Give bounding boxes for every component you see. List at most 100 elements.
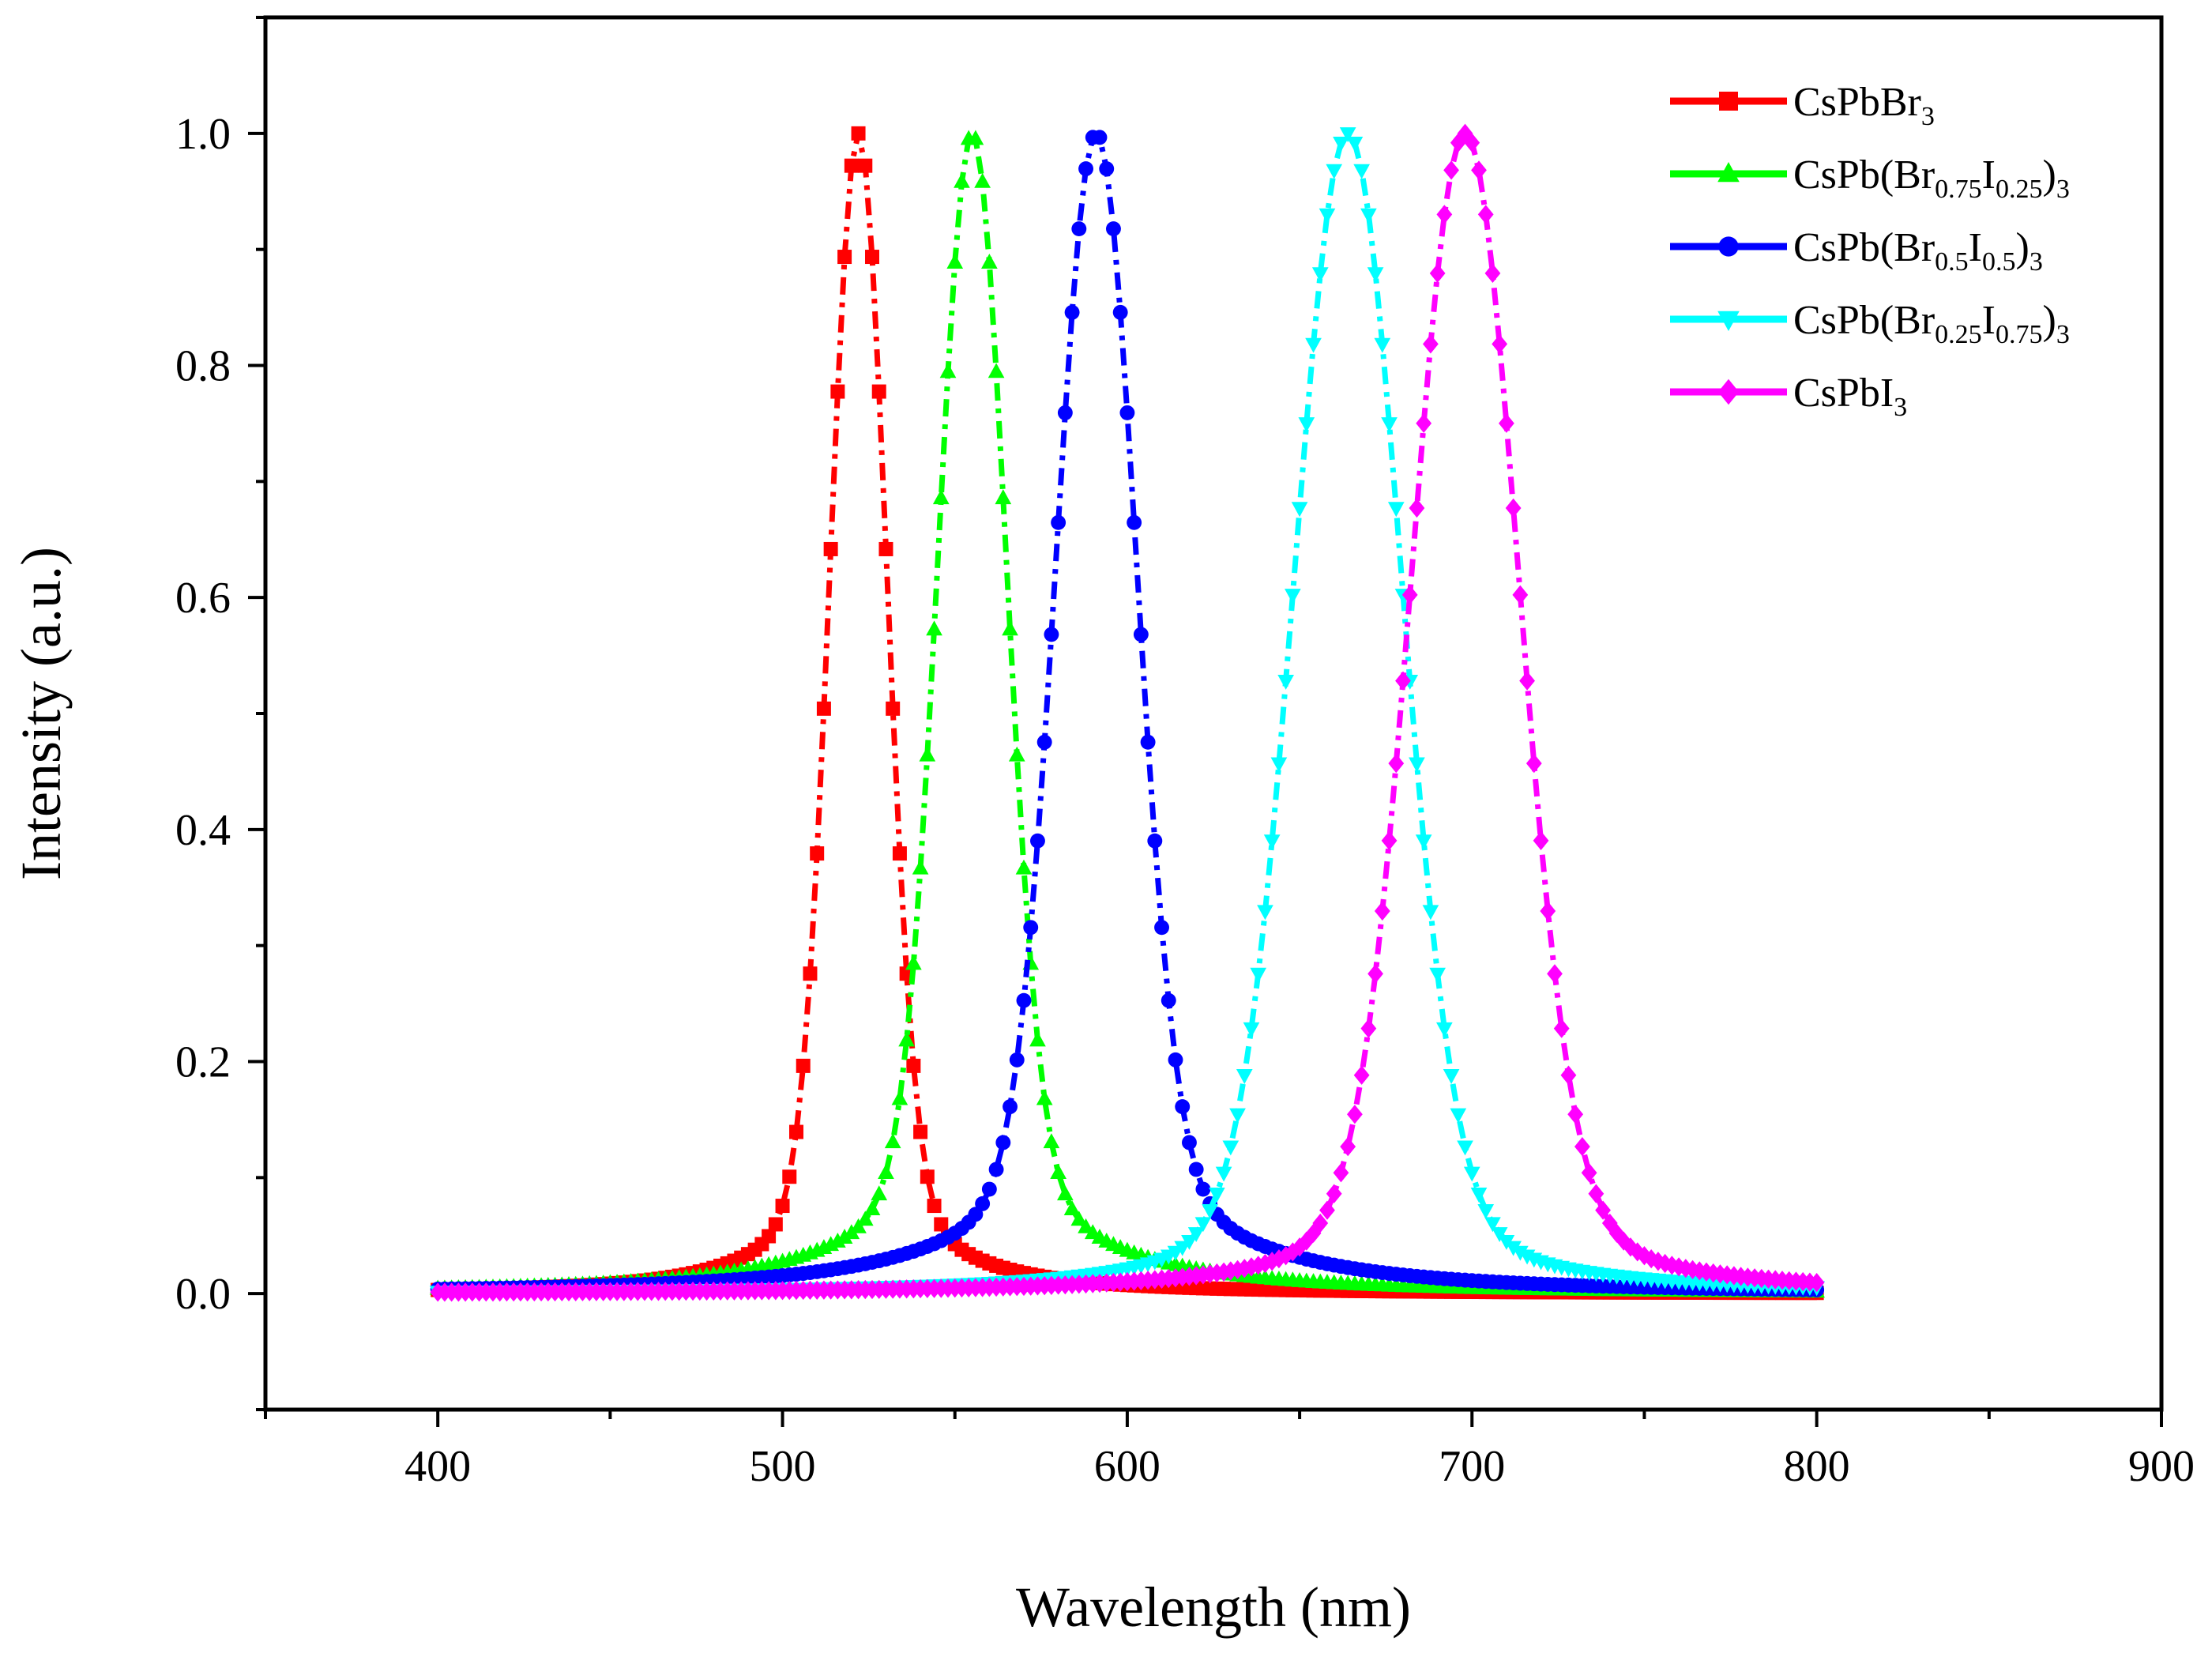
data-point [1209,1188,1225,1203]
data-point [1588,1184,1604,1203]
data-point [934,1217,949,1232]
data-point [1036,1090,1053,1105]
data-point [995,489,1012,505]
data-point [1092,130,1108,145]
x-axis-title: Wavelength (nm) [1016,1576,1411,1639]
data-point [1367,267,1384,283]
legend-item: CsPb(Br0.75I0.25)3 [1670,152,2070,204]
legend-label: CsPbI3 [1793,371,1907,422]
data-point [1009,1052,1025,1067]
data-point [1512,585,1529,604]
data-point [1470,1188,1488,1203]
y-tick-label: 1.0 [175,110,231,159]
data-point [871,1185,888,1201]
data-point [939,363,957,378]
data-point [1664,1256,1680,1275]
data-point [1333,136,1349,152]
data-point [863,1200,881,1216]
data-point [1381,417,1398,433]
data-point [1339,127,1356,143]
data-point [1499,413,1514,433]
data-point [1505,498,1522,518]
data-point [1409,498,1425,518]
data-point [920,1169,935,1184]
y-axis-title: Intensity (a.u.) [9,547,73,880]
data-point [1643,1248,1660,1269]
data-point [1629,1242,1646,1262]
data-point [1326,1184,1342,1203]
data-point [1003,1099,1018,1115]
data-point [906,1058,921,1073]
legend-marker [1719,92,1738,111]
legend-label: CsPb(Br0.5I0.5)3 [1793,225,2043,277]
data-point [995,1135,1011,1150]
data-point [836,1229,853,1244]
data-point [1416,413,1432,433]
data-point [932,489,950,505]
x-tick-label: 700 [1439,1442,1505,1491]
data-point [1477,205,1494,224]
data-point [1187,1227,1205,1242]
data-point [1243,1022,1260,1037]
data-point [1099,161,1115,177]
data-point [1250,967,1267,983]
legend-label: CsPb(Br0.75I0.25)3 [1793,152,2070,204]
data-point [1340,1136,1356,1157]
data-point [1292,1237,1307,1257]
data-point [1484,263,1501,284]
data-point [1305,337,1322,353]
y-tick-label: 0.6 [175,574,231,623]
data-point [1029,1031,1046,1047]
data-point [1463,1166,1480,1182]
data-point [1477,1203,1495,1219]
data-point [878,541,893,556]
data-point [1063,1200,1081,1216]
data-point [1236,1069,1253,1084]
legend-marker [1717,378,1740,405]
data-point [796,1058,811,1073]
data-point [1051,514,1066,530]
data-point [1064,304,1080,320]
ticks-layer: 400 500 600 700 800 900 0.0 0.2 0.4 0.6 0.8 1.0 [175,16,2195,1491]
legend-item: CsPb(Br0.5I0.5)3 [1670,225,2043,277]
data-point [1057,405,1073,420]
y-tick-label: 0.2 [175,1038,231,1087]
legend-item: CsPbBr3 [1670,80,1935,131]
data-point [856,1211,874,1226]
data-point [954,172,970,188]
data-point [789,1124,803,1139]
data-point [912,859,929,875]
data-point [891,1090,908,1105]
data-point [878,1164,894,1180]
data-point [1050,1164,1066,1180]
series-diamond [430,123,1825,1302]
data-point [1202,1203,1218,1219]
y-tick-label: 0.0 [175,1270,231,1319]
data-point [1030,833,1045,849]
data-point [1319,208,1336,224]
legend-label: CsPb(Br0.25I0.75)3 [1793,298,2070,349]
data-point [1457,123,1473,143]
data-point [1264,1252,1281,1271]
data-point [1409,757,1425,773]
data-point [1353,1065,1370,1085]
data-point [1464,133,1480,152]
data-point [1401,585,1418,604]
y-tick-label: 0.8 [175,342,231,391]
data-point [968,1207,984,1222]
data-point [1311,267,1329,283]
data-point [1175,1099,1191,1115]
data-point [1374,337,1391,353]
data-point [1443,160,1459,180]
data-point [1671,1257,1687,1277]
data-point [1484,1217,1501,1233]
data-point [1140,734,1156,750]
data-point [1326,164,1343,179]
data-point [1285,589,1301,604]
data-point [803,966,818,981]
data-point [898,1031,915,1047]
data-point [1443,1069,1460,1084]
data-point [1127,514,1142,530]
data-point [1112,304,1128,320]
